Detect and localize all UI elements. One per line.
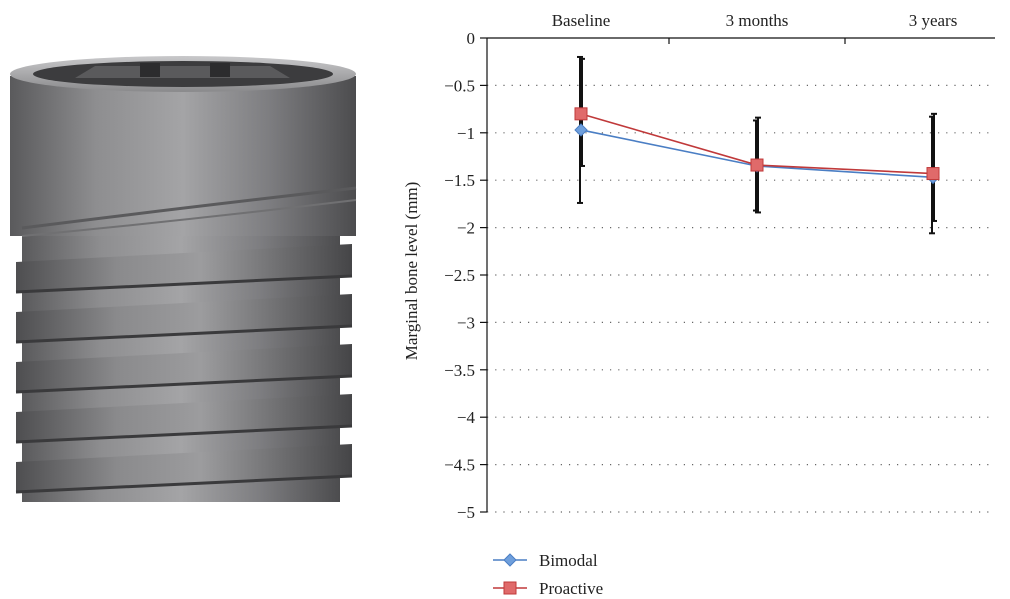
x-tick-label: 3 months: [726, 11, 789, 30]
y-tick-label: −1.5: [444, 171, 475, 190]
point-proactive: [926, 167, 940, 181]
error-bars: [577, 55, 937, 235]
y-tick-label: −5: [457, 503, 475, 522]
legend-label-bimodal: Bimodal: [539, 551, 598, 570]
point-bimodal: [574, 123, 588, 137]
y-tick-label: −0.5: [444, 76, 475, 95]
point-proactive: [750, 158, 764, 172]
y-tick-label: −4.5: [444, 456, 475, 475]
x-tick-label: 3 years: [909, 11, 958, 30]
dental-implant-photo: [10, 56, 357, 502]
grid-lines: [487, 84, 995, 513]
x-ticks: Baseline 3 months 3 years: [552, 11, 958, 44]
chart: 0 −0.5 −1 −1.5 −2 −2.5 −3 −3.5 −4 −4.5 −5 Baseline…: [402, 11, 995, 598]
implant-thread-shadow: [15, 424, 353, 444]
y-tick-label: 0: [467, 29, 476, 48]
implant-thread-shadow: [15, 374, 353, 394]
implant-thread-shadow: [15, 474, 353, 494]
legend-label-proactive: Proactive: [539, 579, 603, 598]
x-tick-label: Baseline: [552, 11, 611, 30]
implant-thread-shadow: [15, 324, 353, 344]
y-ticks: 0 −0.5 −1 −1.5 −2 −2.5 −3 −3.5 −4 −4.5 −5: [444, 29, 487, 522]
legend: Bimodal Proactive: [493, 551, 603, 598]
point-proactive: [574, 107, 588, 121]
y-tick-label: −2.5: [444, 266, 475, 285]
y-axis-label: Marginal bone level (mm): [402, 182, 421, 361]
y-tick-label: −1: [457, 124, 475, 143]
legend-marker-bimodal: [503, 553, 517, 567]
y-tick-label: −3.5: [444, 361, 475, 380]
legend-marker-proactive: [503, 581, 517, 595]
y-tick-label: −2: [457, 219, 475, 238]
implant-thread-shadow: [15, 274, 353, 294]
y-tick-label: −4: [457, 408, 476, 427]
markers: [574, 107, 940, 185]
y-tick-label: −3: [457, 313, 475, 332]
